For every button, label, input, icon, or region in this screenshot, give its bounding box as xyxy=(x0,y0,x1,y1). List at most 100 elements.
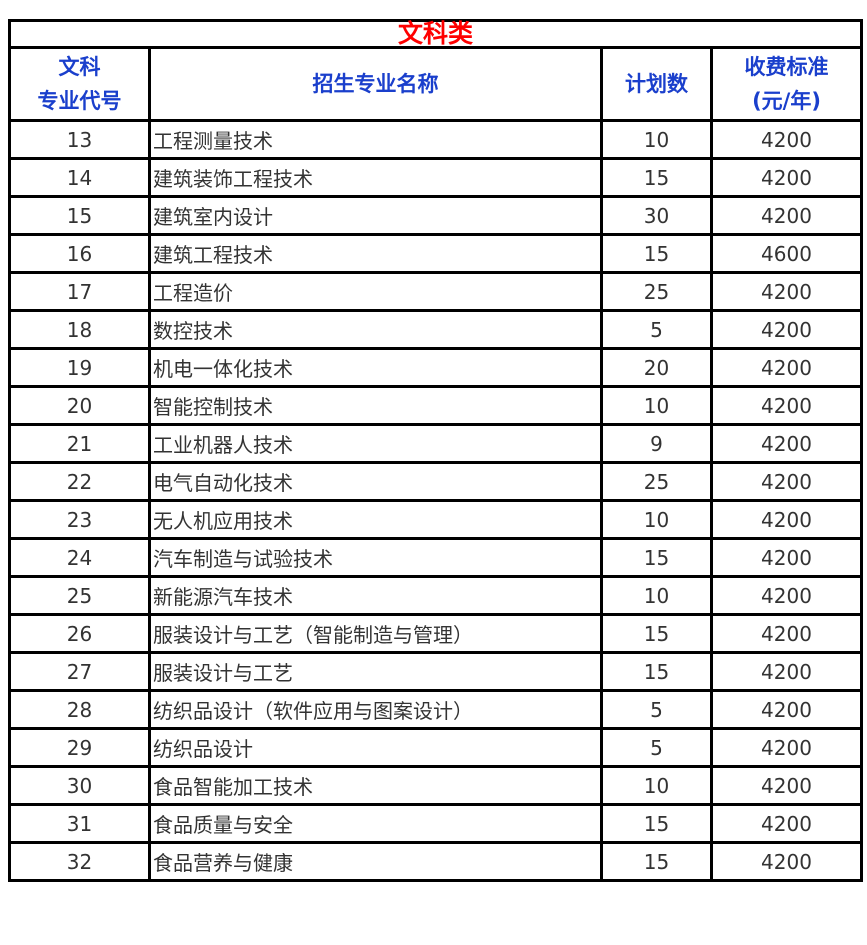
major-code: 16 xyxy=(8,233,151,274)
plan-count: 10 xyxy=(600,575,713,616)
tuition-fee: 4200 xyxy=(709,461,864,502)
plan-count: 5 xyxy=(600,689,713,730)
major-code: 17 xyxy=(8,271,151,312)
table-row: 15 建筑室内设计 30 4200 xyxy=(8,195,864,236)
table-row: 27 服装设计与工艺 15 4200 xyxy=(8,651,864,692)
plan-count: 15 xyxy=(600,537,713,578)
major-name: 新能源汽车技术 xyxy=(148,575,603,616)
major-code: 26 xyxy=(8,613,151,654)
major-code: 24 xyxy=(8,537,151,578)
major-name: 电气自动化技术 xyxy=(148,461,603,502)
major-name: 纺织品设计 xyxy=(148,727,603,768)
major-name: 机电一体化技术 xyxy=(148,347,603,388)
table-row: 25 新能源汽车技术 10 4200 xyxy=(8,575,864,616)
tuition-fee: 4200 xyxy=(709,499,864,540)
major-name: 建筑工程技术 xyxy=(148,233,603,274)
tuition-fee: 4200 xyxy=(709,423,864,464)
plan-count: 10 xyxy=(600,499,713,540)
major-code: 25 xyxy=(8,575,151,616)
plan-count: 15 xyxy=(600,613,713,654)
header-name: 招生专业名称 xyxy=(148,46,603,122)
plan-count: 10 xyxy=(600,765,713,806)
major-name: 食品质量与安全 xyxy=(148,803,603,844)
major-name: 服装设计与工艺（智能制造与管理） xyxy=(148,613,603,654)
tuition-fee: 4200 xyxy=(709,271,864,312)
major-code: 32 xyxy=(8,841,151,882)
table-row: 30 食品智能加工技术 10 4200 xyxy=(8,765,864,806)
tuition-fee: 4200 xyxy=(709,309,864,350)
table-row: 26 服装设计与工艺（智能制造与管理） 15 4200 xyxy=(8,613,864,654)
table-row: 14 建筑装饰工程技术 15 4200 xyxy=(8,157,864,198)
header-fee-line1: 收费标准 xyxy=(744,55,829,79)
major-code: 19 xyxy=(8,347,151,388)
plan-count: 9 xyxy=(600,423,713,464)
plan-count: 15 xyxy=(600,841,713,882)
table-title: 文科类 xyxy=(7,19,864,49)
plan-count: 15 xyxy=(600,803,713,844)
header-code-line1: 文科 xyxy=(58,55,101,79)
table-row: 22 电气自动化技术 25 4200 xyxy=(8,461,864,502)
header-plan: 计划数 xyxy=(600,46,713,122)
major-code: 23 xyxy=(8,499,151,540)
table-row: 29 纺织品设计 5 4200 xyxy=(8,727,864,768)
tuition-fee: 4200 xyxy=(709,385,864,426)
plan-count: 10 xyxy=(600,119,713,160)
plan-count: 5 xyxy=(600,727,713,768)
major-name: 建筑室内设计 xyxy=(148,195,603,236)
plan-count: 10 xyxy=(600,385,713,426)
table-row: 21 工业机器人技术 9 4200 xyxy=(8,423,864,464)
tuition-fee: 4600 xyxy=(709,233,864,274)
tuition-fee: 4200 xyxy=(709,689,864,730)
table-row: 28 纺织品设计（软件应用与图案设计） 5 4200 xyxy=(8,689,864,730)
major-code: 29 xyxy=(8,727,151,768)
table-row: 24 汽车制造与试验技术 15 4200 xyxy=(8,537,864,578)
plan-count: 20 xyxy=(600,347,713,388)
major-code: 28 xyxy=(8,689,151,730)
plan-count: 25 xyxy=(600,461,713,502)
table-header-row: 文科专业代号 招生专业名称 计划数 收费标准 (元/年) xyxy=(8,46,864,122)
major-name: 工程造价 xyxy=(148,271,603,312)
enrollment-table: 文科类 文科专业代号 招生专业名称 计划数 收费标准 (元/年) 13 工程测量技术… xyxy=(7,19,864,882)
tuition-fee: 4200 xyxy=(709,727,864,768)
table-row: 16 建筑工程技术 15 4600 xyxy=(8,233,864,274)
plan-count: 25 xyxy=(600,271,713,312)
major-name: 工业机器人技术 xyxy=(148,423,603,464)
major-name: 服装设计与工艺 xyxy=(148,651,603,692)
major-name: 食品营养与健康 xyxy=(148,841,603,882)
table-row: 18 数控技术 5 4200 xyxy=(8,309,864,350)
tuition-fee: 4200 xyxy=(709,537,864,578)
major-name: 纺织品设计（软件应用与图案设计） xyxy=(148,689,603,730)
major-code: 21 xyxy=(8,423,151,464)
major-code: 13 xyxy=(8,119,151,160)
plan-count: 15 xyxy=(600,157,713,198)
major-code: 30 xyxy=(8,765,151,806)
tuition-fee: 4200 xyxy=(709,119,864,160)
tuition-fee: 4200 xyxy=(709,575,864,616)
table-row: 13 工程测量技术 10 4200 xyxy=(8,119,864,160)
major-code: 20 xyxy=(8,385,151,426)
plan-count: 5 xyxy=(600,309,713,350)
major-name: 工程测量技术 xyxy=(148,119,603,160)
major-code: 14 xyxy=(8,157,151,198)
major-code: 31 xyxy=(8,803,151,844)
major-name: 无人机应用技术 xyxy=(148,499,603,540)
table-row: 32 食品营养与健康 15 4200 xyxy=(8,841,864,882)
header-fee-line2: (元/年) xyxy=(752,89,821,113)
tuition-fee: 4200 xyxy=(709,195,864,236)
plan-count: 15 xyxy=(600,651,713,692)
tuition-fee: 4200 xyxy=(709,841,864,882)
major-code: 27 xyxy=(8,651,151,692)
tuition-fee: 4200 xyxy=(709,347,864,388)
tuition-fee: 4200 xyxy=(709,765,864,806)
tuition-fee: 4200 xyxy=(709,157,864,198)
header-code: 文科 专业代号 xyxy=(8,46,151,122)
header-code-line2: 专业代号 xyxy=(37,89,122,113)
table-title-row: 文科类 xyxy=(7,19,864,49)
table-row: 20 智能控制技术 10 4200 xyxy=(8,385,864,426)
tuition-fee: 4200 xyxy=(709,803,864,844)
table-row: 31 食品质量与安全 15 4200 xyxy=(8,803,864,844)
table-row: 23 无人机应用技术 10 4200 xyxy=(8,499,864,540)
plan-count: 30 xyxy=(600,195,713,236)
major-name: 智能控制技术 xyxy=(148,385,603,426)
major-code: 18 xyxy=(8,309,151,350)
